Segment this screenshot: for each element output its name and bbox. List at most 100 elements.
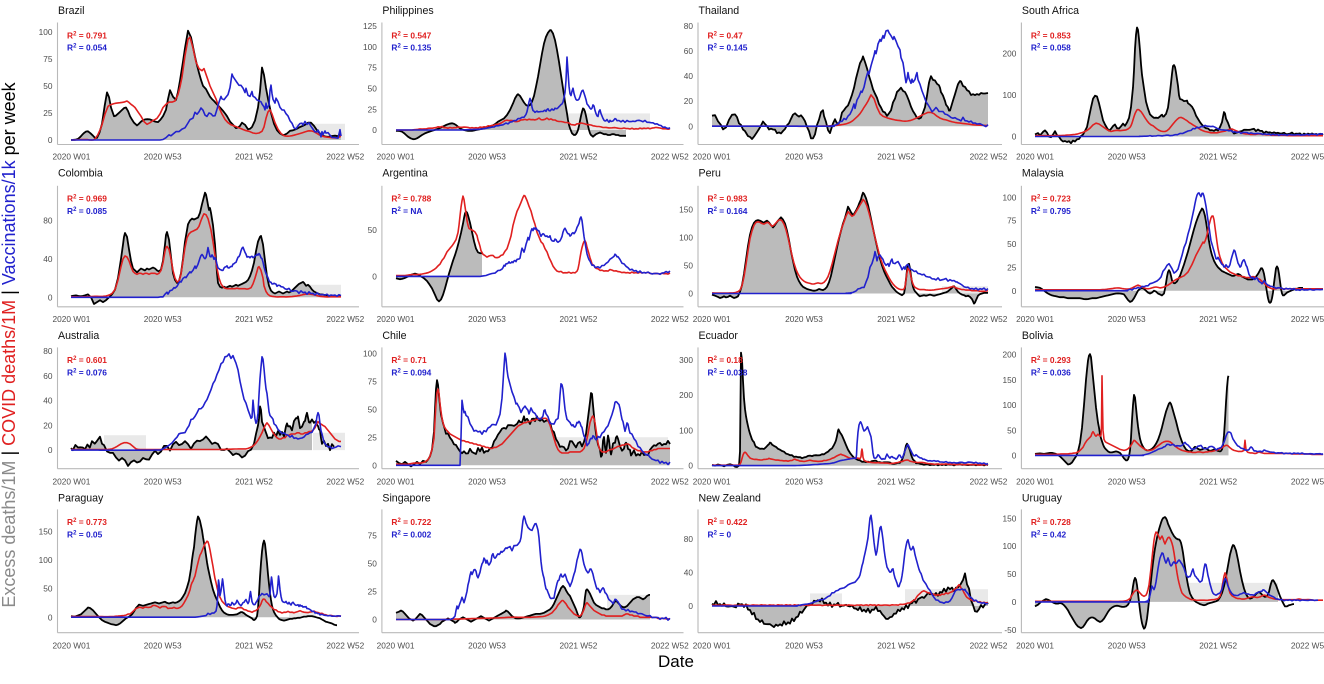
svg-text:80: 80 [43,216,53,226]
svg-text:100: 100 [39,27,53,37]
svg-text:2021 W52: 2021 W52 [235,641,273,651]
svg-text:2020 W01: 2020 W01 [693,152,731,162]
svg-text:0: 0 [688,461,693,471]
svg-text:2021 W52: 2021 W52 [559,477,597,487]
svg-text:2020 W01: 2020 W01 [52,314,90,324]
svg-text:2020 W53: 2020 W53 [785,477,823,487]
svg-text:75: 75 [43,54,53,64]
svg-text:2020 W53: 2020 W53 [1108,152,1146,162]
svg-text:40: 40 [43,396,53,406]
svg-text:2020 W53: 2020 W53 [144,641,182,651]
svg-text:2020 W53: 2020 W53 [1108,641,1146,651]
svg-text:R2 = 0.42: R2 = 0.42 [1031,529,1067,539]
svg-text:R2 = 0.547: R2 = 0.547 [391,30,431,40]
svg-text:50: 50 [368,225,378,235]
svg-text:Date: Date [658,652,694,671]
svg-text:0: 0 [1012,597,1017,607]
svg-text:25: 25 [368,104,378,114]
svg-text:2021 W52: 2021 W52 [877,152,915,162]
svg-text:Peru: Peru [699,168,721,180]
svg-text:R2 = 0.422: R2 = 0.422 [708,517,748,527]
svg-text:0: 0 [688,601,693,611]
svg-text:2021 W52: 2021 W52 [877,314,915,324]
svg-text:75: 75 [368,376,378,386]
svg-text:50: 50 [1007,425,1017,435]
svg-text:2020 W53: 2020 W53 [1108,314,1146,324]
svg-text:R2 = 0.853: R2 = 0.853 [1031,30,1071,40]
svg-text:40: 40 [43,254,53,264]
svg-text:2022 W52: 2022 W52 [326,314,364,324]
svg-text:60: 60 [684,46,694,56]
svg-text:0: 0 [688,121,693,131]
svg-text:R2 = 0.058: R2 = 0.058 [1031,43,1071,53]
svg-text:50: 50 [1007,569,1017,579]
svg-text:25: 25 [1007,262,1017,272]
svg-text:100: 100 [363,348,377,358]
svg-text:0: 0 [1012,451,1017,461]
svg-text:R2 = 0.002: R2 = 0.002 [391,529,431,539]
svg-text:50: 50 [368,84,378,94]
svg-text:2022 W52: 2022 W52 [970,477,1008,487]
svg-text:2020 W53: 2020 W53 [144,477,182,487]
svg-text:2020 W53: 2020 W53 [1108,477,1146,487]
svg-text:2021 W52: 2021 W52 [559,152,597,162]
svg-text:100: 100 [1003,192,1017,202]
svg-text:50: 50 [684,261,694,271]
svg-text:2021 W52: 2021 W52 [1199,152,1237,162]
svg-text:R2 = 0.036: R2 = 0.036 [1031,367,1071,377]
svg-text:R2 = 0.18: R2 = 0.18 [708,355,744,365]
svg-text:2020 W01: 2020 W01 [1016,641,1054,651]
svg-text:2020 W01: 2020 W01 [52,641,90,651]
svg-text:Bolivia: Bolivia [1022,330,1053,342]
svg-text:R2 = 0.076: R2 = 0.076 [67,367,107,377]
svg-text:R2 = 0.723: R2 = 0.723 [1031,194,1071,204]
svg-text:2021 W52: 2021 W52 [877,477,915,487]
svg-text:75: 75 [368,531,378,541]
svg-text:Paraguay: Paraguay [58,493,104,505]
svg-text:2022 W52: 2022 W52 [1291,477,1324,487]
svg-text:2020 W01: 2020 W01 [377,477,415,487]
svg-text:25: 25 [368,587,378,597]
svg-text:R2 = 0.983: R2 = 0.983 [708,194,748,204]
svg-text:200: 200 [679,390,693,400]
svg-text:2020 W53: 2020 W53 [144,152,182,162]
svg-text:R2 = 0.135: R2 = 0.135 [391,43,431,53]
svg-text:2020 W53: 2020 W53 [468,477,506,487]
svg-text:2020 W01: 2020 W01 [52,152,90,162]
svg-text:2020 W01: 2020 W01 [1016,477,1054,487]
svg-text:0: 0 [372,460,377,470]
svg-text:2022 W52: 2022 W52 [1291,641,1324,651]
svg-text:2020 W53: 2020 W53 [785,152,823,162]
svg-text:R2 = 0.601: R2 = 0.601 [67,355,107,365]
svg-text:2021 W52: 2021 W52 [235,477,273,487]
svg-text:0: 0 [372,125,377,135]
svg-text:2021 W52: 2021 W52 [559,314,597,324]
svg-text:R2 = 0.71: R2 = 0.71 [391,355,427,365]
svg-text:Ecuador: Ecuador [699,330,739,342]
svg-text:100: 100 [1003,541,1017,551]
svg-text:20: 20 [684,96,694,106]
svg-text:2022 W52: 2022 W52 [326,152,364,162]
svg-text:R2 = 0.05: R2 = 0.05 [67,529,103,539]
svg-text:20: 20 [43,421,53,431]
svg-text:R2 = 0.054: R2 = 0.054 [67,43,107,53]
svg-text:South Africa: South Africa [1022,5,1079,17]
svg-text:2021 W52: 2021 W52 [877,641,915,651]
svg-text:0: 0 [48,612,53,622]
svg-text:150: 150 [1003,513,1017,523]
svg-text:New Zealand: New Zealand [699,493,762,505]
svg-text:0: 0 [48,292,53,302]
svg-text:80: 80 [684,534,694,544]
svg-text:0: 0 [48,135,53,145]
svg-text:2022 W52: 2022 W52 [651,314,689,324]
svg-text:2020 W53: 2020 W53 [785,641,823,651]
svg-text:2020 W01: 2020 W01 [377,314,415,324]
svg-text:2020 W53: 2020 W53 [468,641,506,651]
svg-text:Excess deaths/1M | COVID death: Excess deaths/1M | COVID deaths/1M | Vac… [0,81,19,607]
svg-text:200: 200 [1003,350,1017,360]
svg-text:R2 = 0.145: R2 = 0.145 [708,43,748,53]
svg-text:Argentina: Argentina [382,168,427,180]
svg-text:R2 = 0.164: R2 = 0.164 [708,206,748,216]
svg-text:Uruguay: Uruguay [1022,493,1063,505]
svg-text:2020 W01: 2020 W01 [52,477,90,487]
